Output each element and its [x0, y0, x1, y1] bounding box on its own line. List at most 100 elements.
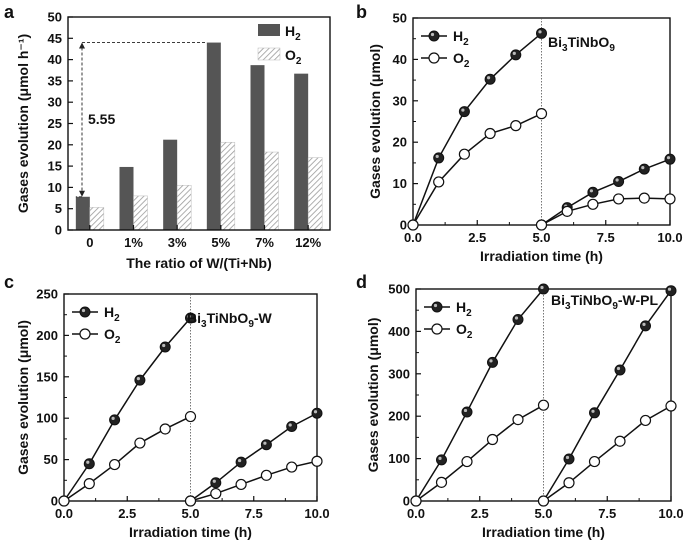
- point-o2: [561, 205, 573, 217]
- point-highlight-h2: [666, 156, 671, 160]
- point-h2: [563, 453, 575, 465]
- point-h2: [512, 314, 524, 326]
- y-tick-label: 5: [55, 201, 62, 216]
- x-tick-label: 5%: [211, 235, 230, 250]
- legend-label-h2: H2: [285, 23, 301, 43]
- y-tick-label: 50: [44, 452, 58, 467]
- point-highlight-h2: [263, 441, 267, 445]
- legend-marker-h2: [428, 30, 440, 42]
- point-h2: [487, 356, 498, 368]
- x-tick-label: 0.0: [404, 230, 422, 245]
- series-line-o2: [412, 112, 542, 226]
- legend-label-o2: O2: [104, 326, 121, 346]
- point-o2: [407, 219, 419, 231]
- point-highlight-h2: [667, 287, 672, 291]
- point-o2: [484, 127, 496, 140]
- y-axis-label: Gases evolution (μmol h⁻¹): [15, 34, 31, 213]
- point-o2: [512, 413, 524, 426]
- point-o2: [184, 495, 197, 507]
- series-line-h2: [63, 317, 192, 502]
- x-tick-label: 7.5: [597, 230, 615, 245]
- point-h2: [510, 49, 522, 61]
- point-h2: [640, 320, 651, 332]
- x-axis-label: The ratio of W/(Ti+Nb): [126, 255, 272, 271]
- x-tick-label: 0: [86, 235, 93, 250]
- legend-label-o2: O2: [456, 321, 473, 341]
- x-tick-label: 2.5: [118, 506, 136, 521]
- point-h2: [614, 364, 626, 376]
- y-tick-label: 100: [36, 411, 58, 426]
- point-h2: [260, 439, 272, 451]
- legend-marker-h2: [431, 301, 443, 313]
- y-axis-label: Gases evolution (μmol): [365, 318, 381, 473]
- point-o2: [537, 399, 550, 411]
- legend-label-h2: H2: [104, 304, 120, 324]
- x-tick-label: 0.0: [407, 506, 425, 521]
- point-o2: [433, 176, 445, 188]
- y-tick-label: 200: [388, 409, 410, 424]
- point-o2: [535, 108, 548, 120]
- point-highlight-h2: [616, 366, 621, 371]
- point-o2: [159, 423, 171, 435]
- point-highlight-h2: [288, 423, 292, 427]
- point-highlight-h2: [313, 410, 318, 414]
- y-tick-label: 300: [388, 366, 410, 381]
- x-tick-label: 10.0: [304, 506, 329, 521]
- point-highlight-h2: [438, 456, 442, 460]
- y-tick-label: 0: [403, 494, 410, 509]
- bar-h2-0: [75, 196, 90, 230]
- y-tick-label: 250: [36, 287, 58, 302]
- point-h2: [587, 186, 599, 198]
- point-o2: [461, 455, 473, 468]
- bar-h2-2: [163, 139, 178, 230]
- point-o2: [510, 120, 522, 132]
- x-tick-label: 2.5: [468, 230, 486, 245]
- bar-h2-5: [294, 73, 309, 231]
- panel-label-d: d: [356, 272, 367, 292]
- x-tick-label: 2.5: [471, 506, 489, 521]
- bar-o2-0: [89, 207, 105, 231]
- y-tick-label: 50: [48, 10, 62, 25]
- chart-title: Bi3TiNbO9-W-PL: [551, 292, 658, 312]
- series-line-h2: [542, 290, 672, 502]
- point-h2: [286, 420, 298, 432]
- point-o2: [664, 193, 676, 205]
- point-highlight-h2: [589, 189, 594, 193]
- x-axis-label: Irradiation time (h): [482, 524, 605, 540]
- point-highlight-h2: [212, 479, 216, 483]
- point-h2: [83, 458, 95, 470]
- point-highlight-h2: [162, 343, 166, 348]
- y-axis-label: Gases evolution (μmol): [15, 320, 31, 475]
- point-h2: [433, 152, 445, 164]
- point-highlight-h2: [86, 460, 90, 464]
- point-highlight-h2: [435, 154, 439, 159]
- series-line-o2: [543, 405, 672, 502]
- y-tick-label: 20: [393, 135, 407, 150]
- point-highlight-h2: [487, 76, 491, 80]
- point-o2: [612, 193, 625, 205]
- point-o2: [614, 435, 626, 447]
- point-o2: [235, 478, 247, 491]
- point-o2: [587, 198, 599, 210]
- y-tick-label: 150: [36, 369, 58, 384]
- y-tick-label: 20: [48, 137, 62, 152]
- point-highlight-h2: [463, 408, 468, 413]
- point-o2: [435, 476, 448, 488]
- legend-label-h2: H2: [456, 299, 472, 319]
- y-tick-label: 100: [388, 451, 410, 466]
- point-o2: [638, 192, 650, 204]
- bar-h2-1: [119, 166, 134, 230]
- bar-o2-1: [133, 195, 148, 231]
- point-h2: [235, 456, 247, 468]
- x-tick-label: 5.0: [534, 506, 552, 521]
- x-axis-label: Irradiation time (h): [129, 524, 252, 540]
- point-o2: [260, 469, 272, 481]
- legend-label-h2: H2: [453, 28, 469, 48]
- point-o2: [210, 487, 222, 500]
- legend-marker-o2: [428, 52, 440, 64]
- point-h2: [613, 176, 625, 188]
- series-line-h2: [415, 288, 545, 502]
- panel-label-a: a: [4, 2, 15, 22]
